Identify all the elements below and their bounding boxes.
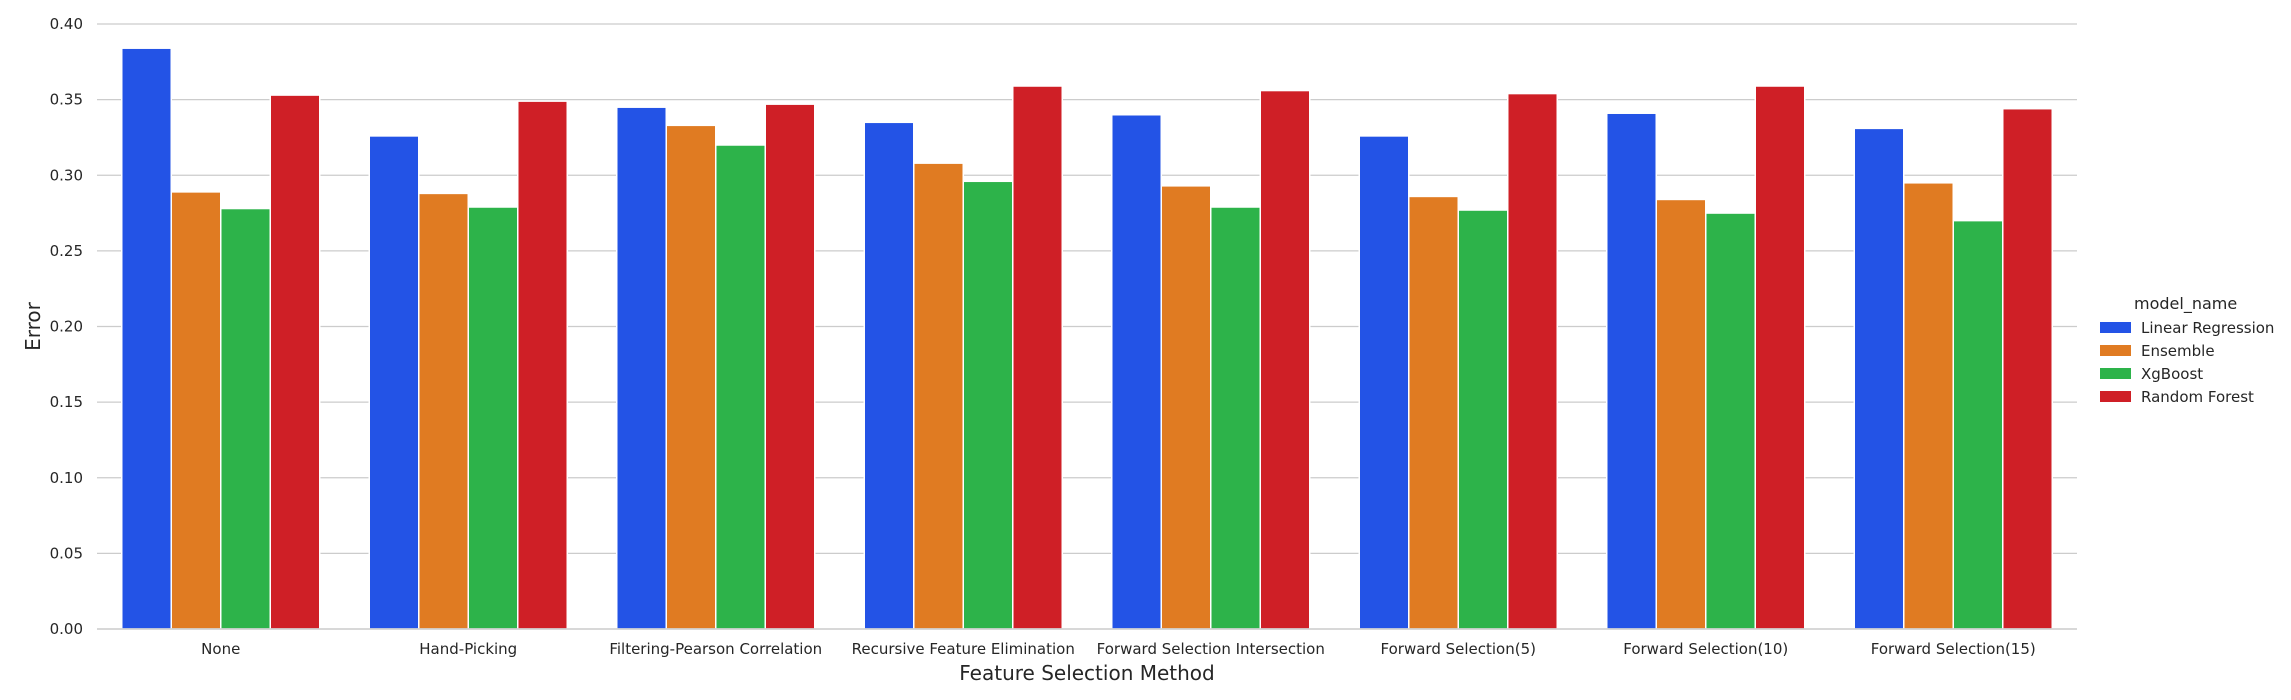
bar-random-forest — [517, 100, 568, 630]
bar-ensemble — [170, 191, 222, 630]
bar-xgboost — [1705, 212, 1756, 630]
x-tick-label: Hand-Picking — [419, 640, 517, 658]
bar-ensemble — [1903, 182, 1954, 630]
bars — [121, 47, 2053, 630]
bar-random-forest — [1259, 89, 1311, 630]
y-tick-label: 0.25 — [50, 242, 83, 260]
bar-xgboost — [1952, 219, 2004, 630]
x-axis-title: Feature Selection Method — [959, 661, 1214, 685]
y-tick-label: 0.20 — [50, 318, 83, 336]
legend-swatch — [2100, 391, 2131, 402]
legend-swatch — [2100, 345, 2131, 356]
y-tick-label: 0.15 — [50, 393, 83, 411]
y-axis-ticks: 0.00 0.05 0.10 0.15 0.20 0.25 0.30 0.35 0.40 — [50, 15, 83, 638]
legend: model_name Linear Regression Ensemble XgBo… — [2100, 294, 2274, 406]
x-tick-label: Forward Selection(10) — [1623, 640, 1788, 658]
x-tick-label: Forward Selection(15) — [1871, 640, 2036, 658]
bar-random-forest — [1012, 85, 1063, 630]
y-tick-label: 0.05 — [50, 544, 83, 562]
bar-random-forest — [764, 103, 816, 630]
x-axis-ticks: None Hand-Picking Filtering-Pearson Correl… — [201, 640, 2036, 658]
legend-label: Linear Regression — [2141, 319, 2274, 337]
x-tick-label: Forward Selection(5) — [1381, 640, 1536, 658]
y-axis-title: Error — [21, 301, 45, 351]
bar-xgboost — [467, 206, 519, 630]
bar-random-forest — [2002, 107, 2053, 630]
bar-random-forest — [1507, 92, 1558, 630]
bar-ensemble — [913, 162, 964, 630]
x-tick-label: Filtering-Pearson Correlation — [609, 640, 822, 658]
legend-label: Ensemble — [2141, 342, 2215, 360]
bar-random-forest — [1754, 85, 1806, 630]
bar-ensemble — [1160, 185, 1212, 630]
bar-xgboost — [962, 180, 1014, 630]
bar-ensemble — [1408, 195, 1459, 630]
bar-linear-regression — [121, 47, 172, 630]
bar-xgboost — [220, 207, 271, 630]
bar-random-forest — [269, 94, 321, 630]
bar-xgboost — [1210, 206, 1261, 630]
bar-linear-regression — [863, 121, 915, 630]
x-tick-label: None — [201, 640, 240, 658]
x-tick-label: Forward Selection Intersection — [1097, 640, 1325, 658]
legend-title: model_name — [2134, 294, 2237, 314]
legend-swatch — [2100, 368, 2131, 379]
bar-linear-regression — [1606, 112, 1657, 630]
bar-linear-regression — [1853, 127, 1905, 630]
y-tick-label: 0.40 — [50, 15, 83, 33]
x-tick-label: Recursive Feature Elimination — [852, 640, 1075, 658]
bar-xgboost — [1457, 209, 1509, 630]
y-tick-label: 0.10 — [50, 469, 83, 487]
legend-label: Random Forest — [2141, 388, 2254, 406]
bar-ensemble — [1655, 198, 1707, 630]
y-tick-label: 0.35 — [50, 91, 83, 109]
bar-linear-regression — [1358, 135, 1410, 630]
bar-linear-regression — [616, 106, 667, 630]
y-tick-label: 0.30 — [50, 166, 83, 184]
legend-swatch — [2100, 322, 2131, 333]
bar-linear-regression — [1111, 114, 1162, 630]
bar-ensemble — [418, 192, 469, 630]
legend-label: XgBoost — [2141, 365, 2203, 383]
bar-xgboost — [715, 144, 766, 630]
y-tick-label: 0.00 — [50, 620, 83, 638]
bar-linear-regression — [368, 135, 420, 630]
bar-ensemble — [665, 124, 717, 630]
